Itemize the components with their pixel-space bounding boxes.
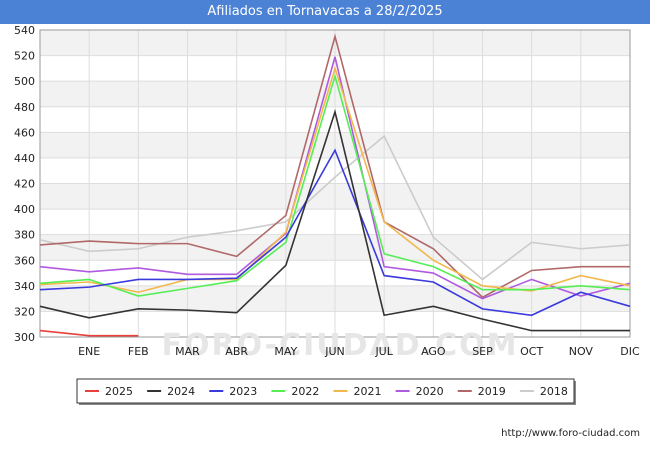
x-tick-label: ABR (225, 345, 248, 358)
x-tick-label: OCT (520, 345, 543, 358)
x-tick-label: JUN (324, 345, 345, 358)
y-tick-label: 400 (14, 203, 35, 216)
x-tick-label: ENE (78, 345, 100, 358)
y-tick-label: 360 (14, 254, 35, 267)
y-tick-label: 420 (14, 178, 35, 191)
x-tick-label: MAY (274, 345, 297, 358)
series-line-2020 (39, 56, 631, 300)
series-line-2019 (39, 33, 630, 299)
chart-title: Afiliados en Tornavacas a 28/2/2025 (0, 0, 650, 24)
y-tick-label: 300 (14, 331, 35, 344)
x-tick-label: DIC (620, 345, 640, 358)
legend-label-2025: 2025 (105, 385, 133, 398)
x-tick-label: JUL (374, 345, 393, 358)
series-line-2025 (39, 329, 139, 337)
y-tick-label: 480 (14, 101, 35, 114)
x-tick-label: MAR (175, 345, 200, 358)
y-tick-label: 520 (14, 50, 35, 63)
y-tick-label: 540 (14, 24, 35, 37)
series-line-2024 (39, 108, 630, 332)
watermark-text: FORO-CIUDAD.COM (162, 328, 519, 363)
legend-label-2018: 2018 (540, 385, 568, 398)
y-tick-label: 460 (14, 126, 35, 139)
y-tick-label: 320 (14, 305, 35, 318)
legend-label-2019: 2019 (478, 385, 506, 398)
series-lines (39, 33, 631, 337)
x-tick-label: NOV (569, 345, 594, 358)
x-tick-label: AGO (421, 345, 446, 358)
series-line-2021 (39, 65, 631, 294)
y-tick-label: 380 (14, 229, 35, 242)
x-tick-label: FEB (128, 345, 149, 358)
plot-border (39, 29, 631, 338)
y-tick-label: 500 (14, 75, 35, 88)
y-tick-label: 440 (14, 152, 35, 165)
legend: 2025 2024 2023 2022 2021 2020 2019 2018 (76, 378, 576, 405)
legend-label-2021: 2021 (354, 385, 382, 398)
legend-label-2022: 2022 (291, 385, 319, 398)
source-url: http://www.foro-ciudad.com (501, 428, 640, 439)
series-line-2018 (39, 134, 631, 281)
grid-lines (39, 29, 631, 338)
legend-label-2020: 2020 (416, 385, 444, 398)
x-tick-label: SEP (472, 345, 493, 358)
y-tick-label: 340 (14, 280, 35, 293)
legend-label-2024: 2024 (167, 385, 195, 398)
legend-label-2023: 2023 (229, 385, 257, 398)
x-tick-labels: ENE FEB MAR ABR MAY JUN JUL AGO SEP OCT NOV DIC (78, 345, 640, 358)
series-line-2023 (39, 148, 631, 317)
series-line-2022 (39, 73, 631, 297)
y-tick-labels: 300 320 340 360 380 400 420 440 460 480 500 520 540 (14, 24, 35, 344)
